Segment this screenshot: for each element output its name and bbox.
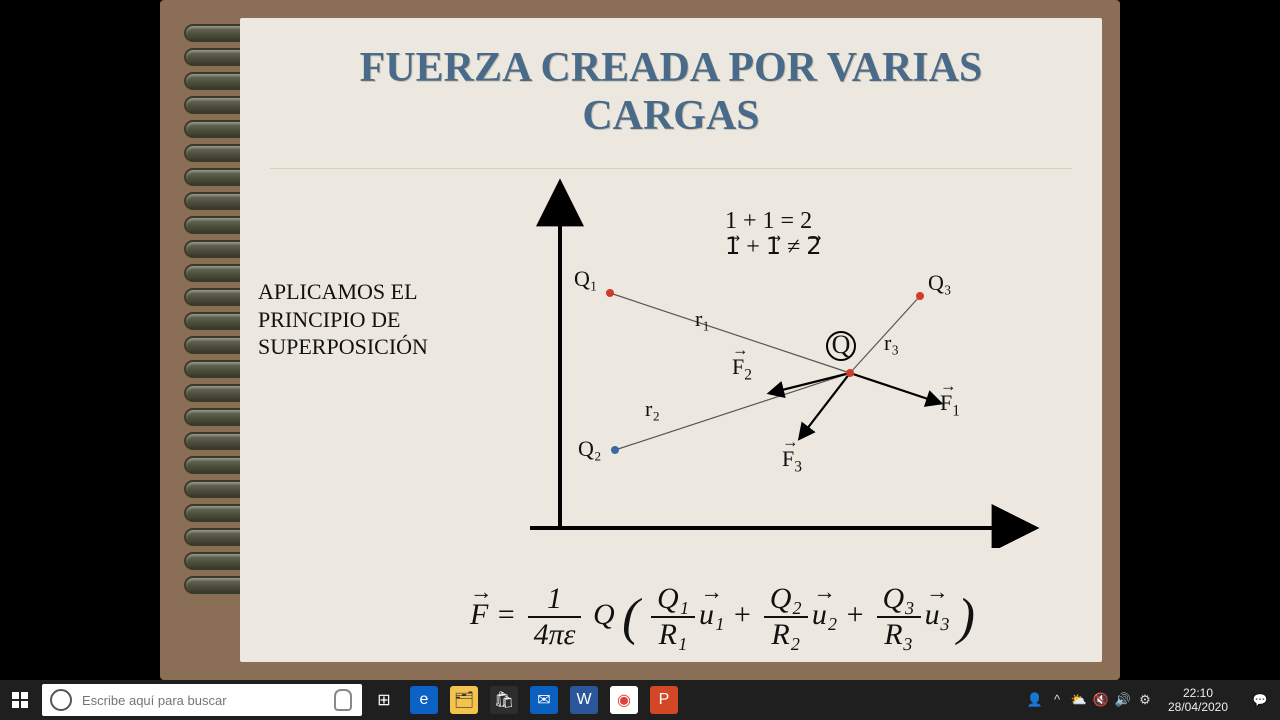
notebook-cover: FUERZA CREADA POR VARIAS CARGAS APLICAMO… — [160, 0, 1120, 680]
handwritten-note: 1 + 1 = 2 1⃗ + 1⃗ ≠ 2⃗ — [725, 208, 822, 261]
label-r3: r₃ — [884, 330, 899, 356]
app-task-view[interactable]: ⊞ — [370, 686, 398, 714]
label-origin-charge: Q — [826, 330, 856, 361]
label-r2: r₂ — [645, 396, 660, 422]
taskbar: ⊞ e 🗂 🛍 ✉ W ◉ P 👤^⛅🔇🔊⚙ 22:10 28/04/2020 💬 — [0, 680, 1280, 720]
title-rule — [270, 168, 1072, 169]
superposition-formula: F = 14πε Q ( Q₁R₁u₁ + Q₂R₂u₂ + Q₃R₃u₃ ) — [470, 584, 975, 650]
label-f1: F1 — [940, 390, 960, 420]
search-box[interactable] — [42, 684, 362, 716]
mic-icon[interactable] — [334, 689, 352, 711]
system-tray: 👤^⛅🔇🔊⚙ 22:10 28/04/2020 💬 — [1024, 680, 1280, 720]
tray-icons: 👤^⛅🔇🔊⚙ — [1024, 692, 1156, 708]
tray-icon-5[interactable]: ⚙ — [1134, 692, 1156, 708]
tray-icon-0[interactable]: 👤 — [1024, 692, 1046, 708]
clock[interactable]: 22:10 28/04/2020 — [1156, 686, 1240, 715]
title-line-1: FUERZA CREADA POR VARIAS — [360, 45, 983, 91]
tray-icon-1[interactable]: ^ — [1046, 692, 1068, 708]
force-diagram: Q₁ Q₂ Q₃ r₁ r₂ r₃ F1 F2 F3 Q 1 + 1 = 2 1… — [500, 178, 1060, 548]
app-chrome[interactable]: ◉ — [610, 686, 638, 714]
tray-icon-3[interactable]: 🔇 — [1090, 692, 1112, 708]
label-q2: Q₂ — [578, 436, 602, 462]
app-mail[interactable]: ✉ — [530, 686, 558, 714]
principle-text: APLICAMOS EL PRINCIPIO DE SUPERPOSICIÓN — [258, 278, 488, 361]
clock-date: 28/04/2020 — [1160, 700, 1236, 714]
action-center-icon[interactable]: 💬 — [1240, 680, 1280, 720]
app-word[interactable]: W — [570, 686, 598, 714]
label-f2: F2 — [732, 354, 752, 384]
label-r1: r₁ — [695, 306, 710, 332]
label-q1: Q₁ — [574, 266, 598, 292]
app-powerpoint[interactable]: P — [650, 686, 678, 714]
cortana-icon — [50, 689, 72, 711]
slide-page: FUERZA CREADA POR VARIAS CARGAS APLICAMO… — [240, 18, 1102, 662]
start-button[interactable] — [0, 680, 40, 720]
label-f3: F3 — [782, 446, 802, 476]
title-line-2: CARGAS — [582, 93, 759, 139]
app-file-explorer[interactable]: 🗂 — [450, 686, 478, 714]
spiral-binding — [184, 18, 244, 662]
taskbar-apps: ⊞ e 🗂 🛍 ✉ W ◉ P — [364, 686, 684, 714]
search-input[interactable] — [80, 692, 324, 709]
app-microsoft-store[interactable]: 🛍 — [490, 686, 518, 714]
clock-time: 22:10 — [1160, 686, 1236, 700]
slide-title: FUERZA CREADA POR VARIAS CARGAS — [240, 44, 1102, 141]
label-q3: Q₃ — [928, 270, 952, 296]
tray-icon-2[interactable]: ⛅ — [1068, 692, 1090, 708]
app-edge[interactable]: e — [410, 686, 438, 714]
tray-icon-4[interactable]: 🔊 — [1112, 692, 1134, 708]
